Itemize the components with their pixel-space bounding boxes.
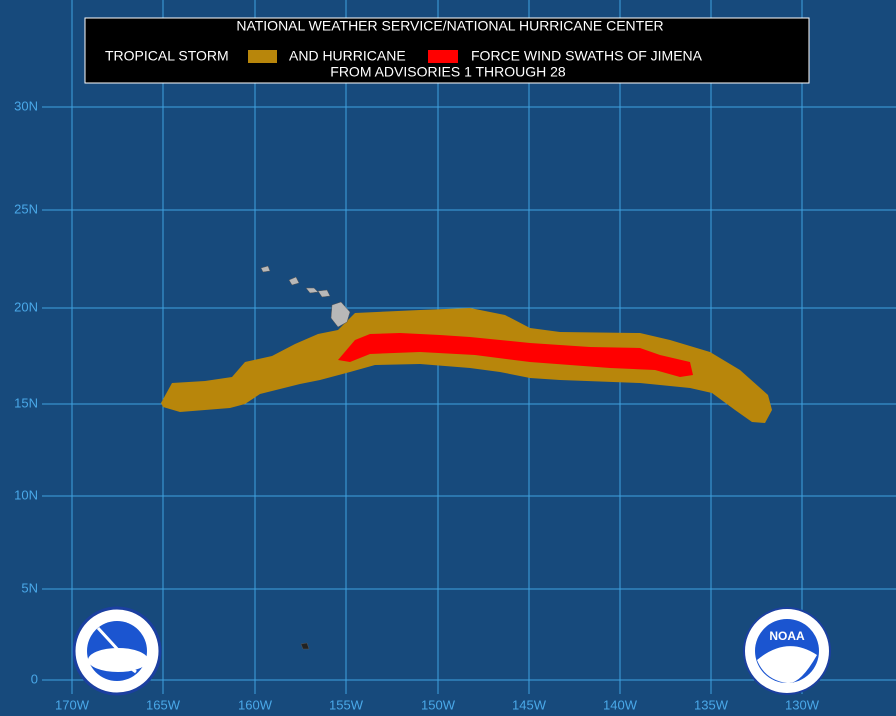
legend-swatch	[428, 50, 458, 63]
noaa-logo: NOAA	[743, 607, 831, 695]
island	[288, 276, 300, 286]
legend-swatch	[248, 50, 277, 63]
legend-label: TROPICAL STORM	[105, 48, 229, 64]
longitude-label: 145W	[512, 697, 547, 712]
nws-logo	[72, 606, 162, 696]
longitude-label: 135W	[694, 697, 729, 712]
header-advisories: FROM ADVISORIES 1 THROUGH 28	[330, 64, 566, 80]
latitude-label: 0	[31, 671, 38, 686]
header-subtitle: FORCE WIND SWATHS OF JIMENA	[471, 48, 703, 64]
header-title: NATIONAL WEATHER SERVICE/NATIONAL HURRIC…	[236, 18, 663, 34]
hurricane-swath	[338, 333, 693, 377]
island	[317, 289, 331, 298]
hawaiian-islands	[260, 265, 351, 650]
tropical-storm-swath	[161, 308, 772, 423]
latitude-label: 5N	[21, 580, 38, 595]
noaa-logo-bird	[757, 646, 817, 684]
legend-label: AND HURRICANE	[289, 48, 406, 64]
nws-logo-bolt	[96, 626, 137, 674]
longitude-label: 160W	[238, 697, 273, 712]
longitude-label: 140W	[603, 697, 638, 712]
longitude-label: 130W	[785, 697, 820, 712]
header-box: NATIONAL WEATHER SERVICE/NATIONAL HURRIC…	[84, 17, 810, 84]
noaa-logo-text: NOAA	[769, 629, 805, 643]
island	[260, 265, 271, 273]
latitude-label: 15N	[14, 395, 38, 410]
island	[330, 301, 351, 328]
latitude-label: 20N	[14, 299, 38, 314]
longitude-label: 165W	[146, 697, 181, 712]
island	[305, 287, 319, 294]
island	[300, 642, 310, 650]
longitude-label: 150W	[421, 697, 456, 712]
latitude-label: 10N	[14, 487, 38, 502]
swaths	[161, 308, 772, 423]
longitude-label: 155W	[329, 697, 364, 712]
latitude-label: 30N	[14, 98, 38, 113]
longitude-label: 170W	[55, 697, 90, 712]
coordinate-labels: 30N 25N 20N 15N 10N 5N 0 170W 165W 160W 155W 150W 14…	[14, 98, 820, 712]
latitude-label: 25N	[14, 201, 38, 216]
